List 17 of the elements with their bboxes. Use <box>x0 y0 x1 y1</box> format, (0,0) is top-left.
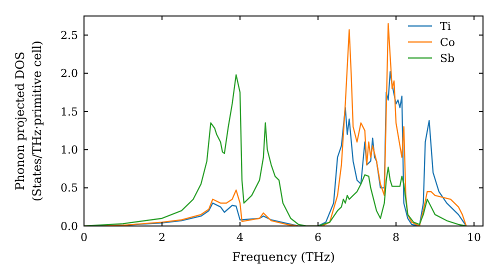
x-tick-label: 10 <box>467 231 482 244</box>
legend-label: Sb <box>440 52 455 65</box>
x-axis-title: Frequency (THz) <box>232 250 335 264</box>
x-tick-label: 4 <box>236 231 244 244</box>
legend-label: Co <box>440 36 456 49</box>
y-tick-label: 2.0 <box>60 67 78 80</box>
x-tick-label: 6 <box>314 231 322 244</box>
x-tick-label: 2 <box>158 231 166 244</box>
y-tick-label: 1.0 <box>60 143 78 156</box>
x-tick-label: 8 <box>392 231 400 244</box>
y-tick-label: 0.5 <box>60 182 78 195</box>
y-tick-label: 0.0 <box>60 220 78 233</box>
y-tick-label: 1.5 <box>60 105 78 118</box>
y-tick-label: 2.5 <box>60 28 78 42</box>
y-axis-title: Phonon projected DOS (States/THz·primitive cell) <box>13 40 44 202</box>
x-tick-label: 0 <box>80 231 88 244</box>
legend-label: Ti <box>440 20 452 33</box>
